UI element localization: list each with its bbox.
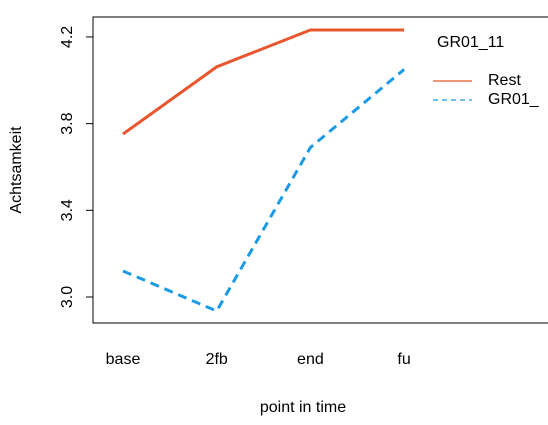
- x-tick-label: fu: [397, 351, 410, 368]
- y-tick-label: 4.2: [59, 26, 76, 48]
- legend-label: GR01_: [488, 91, 540, 108]
- y-axis-label: Achtsamkeit: [8, 126, 25, 214]
- legend-label: Rest: [488, 72, 521, 89]
- x-tick-label: base: [106, 351, 141, 368]
- y-tick-label: 3.0: [59, 286, 76, 308]
- legend-title: GR01_11: [437, 34, 504, 51]
- plot-frame: [92, 16, 548, 324]
- series-line: [122, 68, 406, 313]
- y-tick-label: 3.4: [59, 199, 76, 221]
- x-axis-label: point in time: [260, 399, 346, 416]
- x-tick-label: end: [297, 351, 324, 368]
- series-line: [122, 28, 405, 136]
- y-tick-label: 3.8: [59, 112, 76, 134]
- x-tick-label: 2fb: [206, 351, 228, 368]
